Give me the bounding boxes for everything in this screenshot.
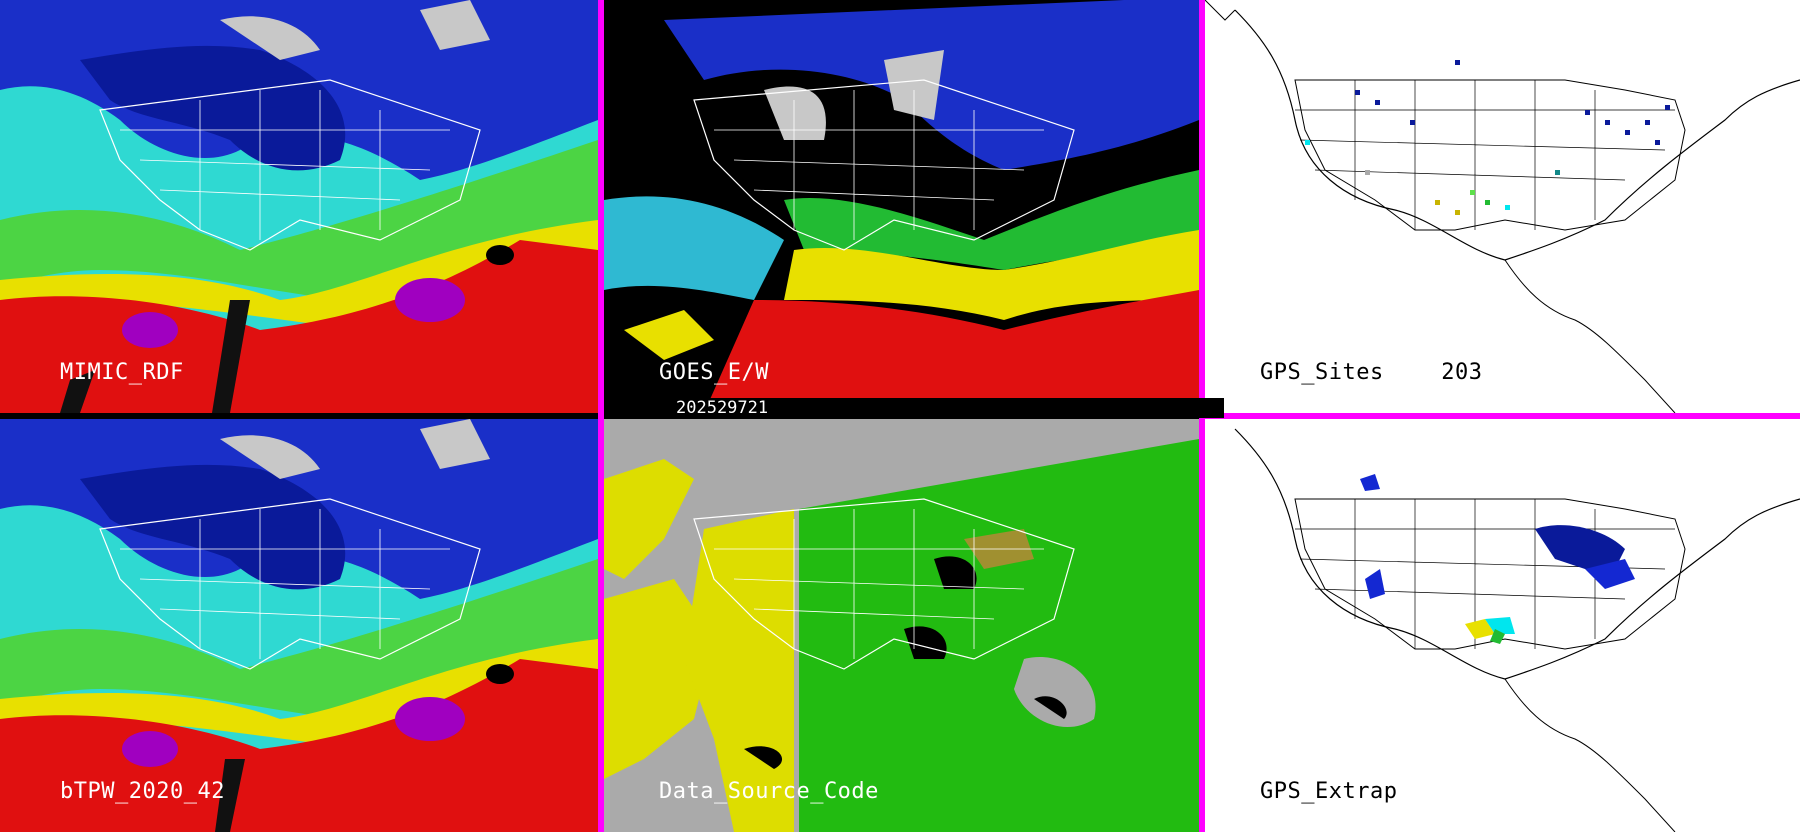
gps-extrap-panel[interactable]: GPS_Extrap (1205, 419, 1800, 832)
data-source-panel[interactable]: Data_Source_Code (604, 419, 1199, 832)
gps-sites-map (1205, 0, 1800, 413)
goes-ew-image (604, 0, 1199, 413)
gps-extrap-overlays (1360, 474, 1635, 644)
horizontal-separator-right (1205, 413, 1800, 419)
mimic-rdf-label: MIMIC_RDF (60, 360, 184, 385)
timestamp-bar: 202529721 (668, 398, 1224, 418)
vertical-separator-left (598, 0, 604, 832)
mimic-rdf-image (0, 0, 598, 413)
gps-sites-count: 203 (1441, 360, 1483, 385)
gps-sites-panel[interactable]: GPS_Sites 203 (1205, 0, 1800, 413)
goes-ew-panel[interactable]: GOES_E/W (604, 0, 1199, 413)
gps-extrap-label: GPS_Extrap (1260, 779, 1398, 804)
btpw-panel[interactable]: bTPW_2020_42 (0, 419, 598, 832)
btpw-label: bTPW_2020_42 (60, 779, 225, 804)
gps-site-markers (1305, 60, 1670, 215)
goes-ew-label: GOES_E/W (659, 360, 769, 385)
gps-extrap-map (1205, 419, 1800, 832)
mimic-rdf-panel[interactable]: MIMIC_RDF (0, 0, 598, 413)
gps-sites-label: GPS_Sites 203 (1260, 360, 1482, 385)
btpw-image (0, 419, 598, 832)
data-source-image (604, 419, 1199, 832)
gps-sites-title: GPS_Sites (1260, 360, 1384, 385)
data-source-label: Data_Source_Code (659, 779, 879, 804)
